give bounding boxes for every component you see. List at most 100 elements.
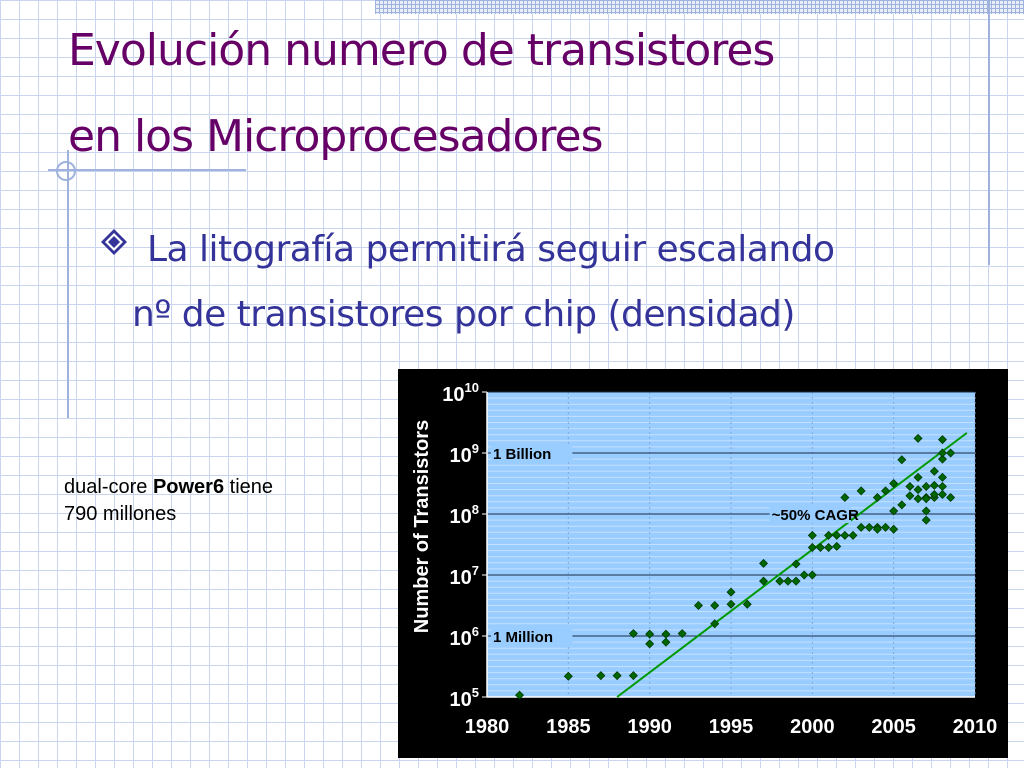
- data-point: [807, 543, 817, 553]
- data-point: [515, 690, 525, 700]
- data-point: [921, 482, 931, 492]
- data-point: [726, 599, 736, 609]
- data-point: [596, 671, 606, 681]
- annotation-bg: [491, 627, 573, 645]
- data-point: [783, 576, 793, 586]
- data-point: [929, 466, 939, 476]
- data-point: [840, 493, 850, 503]
- data-point: [913, 433, 923, 443]
- note-bold-power6: Power6: [152, 476, 225, 498]
- data-point: [889, 479, 899, 488]
- data-point: [929, 489, 939, 499]
- data-point: [645, 629, 655, 639]
- note-line-2: 790 millones: [64, 503, 177, 525]
- data-point: [937, 448, 947, 458]
- slide-title: Evolución numero de transistores en los …: [68, 8, 775, 180]
- annotation-label: 1 Billion: [493, 446, 551, 463]
- data-point: [937, 482, 947, 492]
- data-point: [864, 522, 874, 532]
- y-tick-exponent: 8: [472, 502, 479, 517]
- decorative-circle: [56, 161, 76, 181]
- data-point: [807, 570, 817, 580]
- note-prefix: dual-core: [64, 476, 153, 498]
- slide-title-line-2: en los Microprocesadores: [68, 111, 604, 162]
- data-point: [881, 486, 891, 496]
- data-point: [889, 524, 899, 534]
- y-tick-label: 106: [450, 624, 479, 650]
- y-tick-exponent: 5: [472, 685, 479, 700]
- y-tick-exponent: 10: [465, 380, 479, 395]
- data-point: [726, 587, 736, 597]
- x-tick-label: 2010: [953, 716, 998, 738]
- data-point: [913, 494, 923, 504]
- y-tick-base: 10: [450, 689, 472, 711]
- data-point: [832, 530, 842, 540]
- data-point: [824, 543, 834, 553]
- data-point: [921, 506, 931, 516]
- data-point: [612, 671, 622, 681]
- bullet-line-1: La litografía permitirá seguir escalando: [100, 218, 1000, 283]
- data-point: [848, 530, 858, 540]
- data-point: [677, 629, 687, 639]
- x-tick-label: 2000: [790, 716, 835, 738]
- data-point: [929, 480, 939, 490]
- data-point: [937, 472, 947, 482]
- decorative-top-band: [375, 0, 1024, 14]
- diamond-bullet-icon: [100, 213, 136, 277]
- data-point: [832, 541, 842, 551]
- y-tick-label: 1010: [442, 380, 479, 406]
- data-point: [881, 522, 891, 532]
- slide-title-line-1: Evolución numero de transistores: [68, 25, 775, 76]
- y-tick-base: 10: [450, 445, 472, 467]
- data-point: [815, 543, 825, 553]
- data-point: [946, 448, 956, 458]
- y-tick-exponent: 6: [472, 624, 479, 639]
- y-tick-exponent: 7: [472, 563, 479, 578]
- y-axis-label: Number of Transistors: [411, 420, 433, 633]
- data-point: [905, 482, 915, 492]
- data-point: [759, 576, 769, 586]
- data-point: [897, 455, 907, 465]
- y-tick-label: 107: [450, 563, 479, 589]
- data-point: [742, 599, 752, 609]
- y-tick-base: 10: [450, 628, 472, 650]
- data-point: [661, 637, 671, 647]
- y-tick-base: 10: [442, 384, 464, 406]
- power6-note: dual-core Power6 tiene 790 millones: [64, 474, 344, 528]
- data-point: [946, 493, 956, 503]
- data-point: [889, 506, 899, 516]
- y-tick-label: 109: [450, 441, 479, 467]
- decorative-vertical-line-right: [988, 0, 990, 265]
- data-point: [710, 601, 720, 610]
- data-point: [628, 671, 638, 681]
- bullet-text-line-2: nº de transistores por chip (densidad): [132, 294, 795, 335]
- data-point: [921, 515, 931, 525]
- data-point: [799, 570, 809, 580]
- decorative-vertical-line-left: [67, 150, 69, 418]
- data-point: [872, 493, 882, 503]
- data-point: [937, 454, 947, 464]
- data-point: [872, 524, 882, 534]
- annotation-label: 1 Million: [493, 629, 553, 646]
- x-tick-label: 1990: [627, 716, 672, 738]
- y-tick-base: 10: [450, 567, 472, 589]
- data-point: [710, 619, 720, 629]
- transistor-chart: 1010 109 108 107 106 105 1980 1985 1990 1995 2000 2…: [398, 369, 1008, 758]
- decorative-horizontal-line: [48, 169, 246, 171]
- data-point: [791, 576, 801, 586]
- data-point: [921, 494, 931, 504]
- y-tick-label: 108: [450, 502, 479, 528]
- data-point: [937, 489, 947, 499]
- y-tick-label: 105: [450, 685, 479, 711]
- data-point: [897, 500, 907, 510]
- bullet-point: La litografía permitirá seguir escalando…: [100, 218, 1000, 347]
- annotation-bg: [491, 444, 573, 462]
- y-tick-base: 10: [450, 506, 472, 528]
- data-point: [645, 639, 655, 649]
- note-suffix: tiene: [224, 476, 274, 498]
- data-point: [791, 559, 801, 569]
- data-point: [840, 530, 850, 540]
- bullet-text-line-1: La litografía permitirá seguir escalando: [146, 229, 835, 270]
- data-point: [937, 435, 947, 445]
